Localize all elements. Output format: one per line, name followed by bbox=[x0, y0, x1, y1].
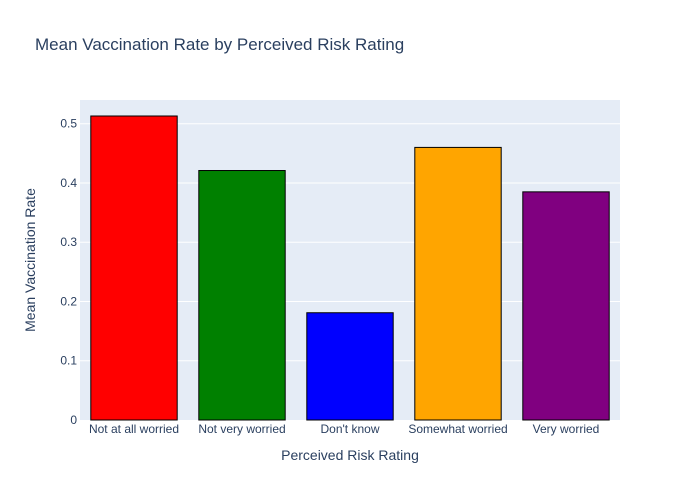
bar bbox=[90, 115, 178, 421]
y-tick-label: 0.4 bbox=[60, 176, 77, 190]
x-tick-label: Not at all worried bbox=[89, 422, 179, 436]
x-tick-label: Somewhat worried bbox=[408, 422, 507, 436]
y-axis-ticks: 0 0.1 0.2 0.3 0.4 0.5 bbox=[60, 117, 77, 427]
bar bbox=[198, 170, 286, 421]
chart-title: Mean Vaccination Rate by Perceived Risk … bbox=[35, 35, 404, 54]
x-tick-label: Don't know bbox=[321, 422, 380, 436]
bar bbox=[414, 146, 502, 421]
bars bbox=[90, 115, 610, 421]
y-tick-label: 0 bbox=[70, 413, 77, 427]
x-axis-ticks: Not at all worried Not very worried Don't … bbox=[89, 422, 599, 436]
y-axis-title: Mean Vaccination Rate bbox=[22, 188, 38, 332]
y-tick-label: 0.1 bbox=[60, 354, 77, 368]
x-axis-title: Perceived Risk Rating bbox=[281, 447, 419, 463]
y-tick-label: 0.5 bbox=[60, 117, 77, 131]
x-tick-label: Not very worried bbox=[198, 422, 285, 436]
x-tick-label: Very worried bbox=[533, 422, 600, 436]
y-tick-label: 0.2 bbox=[60, 294, 77, 308]
bar bbox=[306, 312, 394, 421]
y-tick-label: 0.3 bbox=[60, 235, 77, 249]
bar bbox=[522, 191, 610, 421]
